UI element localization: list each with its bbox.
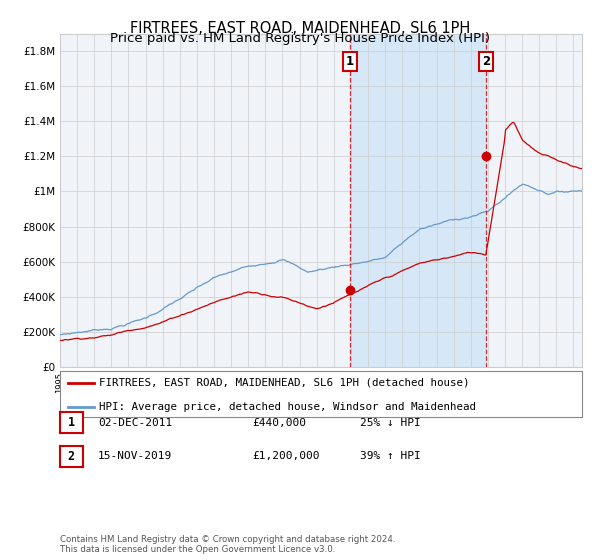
Text: FIRTREES, EAST ROAD, MAIDENHEAD, SL6 1PH (detached house): FIRTREES, EAST ROAD, MAIDENHEAD, SL6 1PH… [99,378,470,388]
Text: 2: 2 [482,55,490,68]
Text: 2: 2 [68,450,75,463]
Text: £440,000: £440,000 [252,418,306,428]
Bar [350,34,486,367]
Text: 25% ↓ HPI: 25% ↓ HPI [360,418,421,428]
Text: FIRTREES, EAST ROAD, MAIDENHEAD, SL6 1PH: FIRTREES, EAST ROAD, MAIDENHEAD, SL6 1PH [130,21,470,36]
Text: 1: 1 [346,55,353,68]
Text: £1,200,000: £1,200,000 [252,451,320,461]
Text: Price paid vs. HM Land Registry's House Price Index (HPI): Price paid vs. HM Land Registry's House … [110,32,490,45]
Text: 02-DEC-2011: 02-DEC-2011 [98,418,172,428]
Text: 15-NOV-2019: 15-NOV-2019 [98,451,172,461]
Text: HPI: Average price, detached house, Windsor and Maidenhead: HPI: Average price, detached house, Wind… [99,402,476,412]
Text: 39% ↑ HPI: 39% ↑ HPI [360,451,421,461]
Text: Contains HM Land Registry data © Crown copyright and database right 2024.
This d: Contains HM Land Registry data © Crown c… [60,535,395,554]
Text: 1: 1 [68,416,75,430]
